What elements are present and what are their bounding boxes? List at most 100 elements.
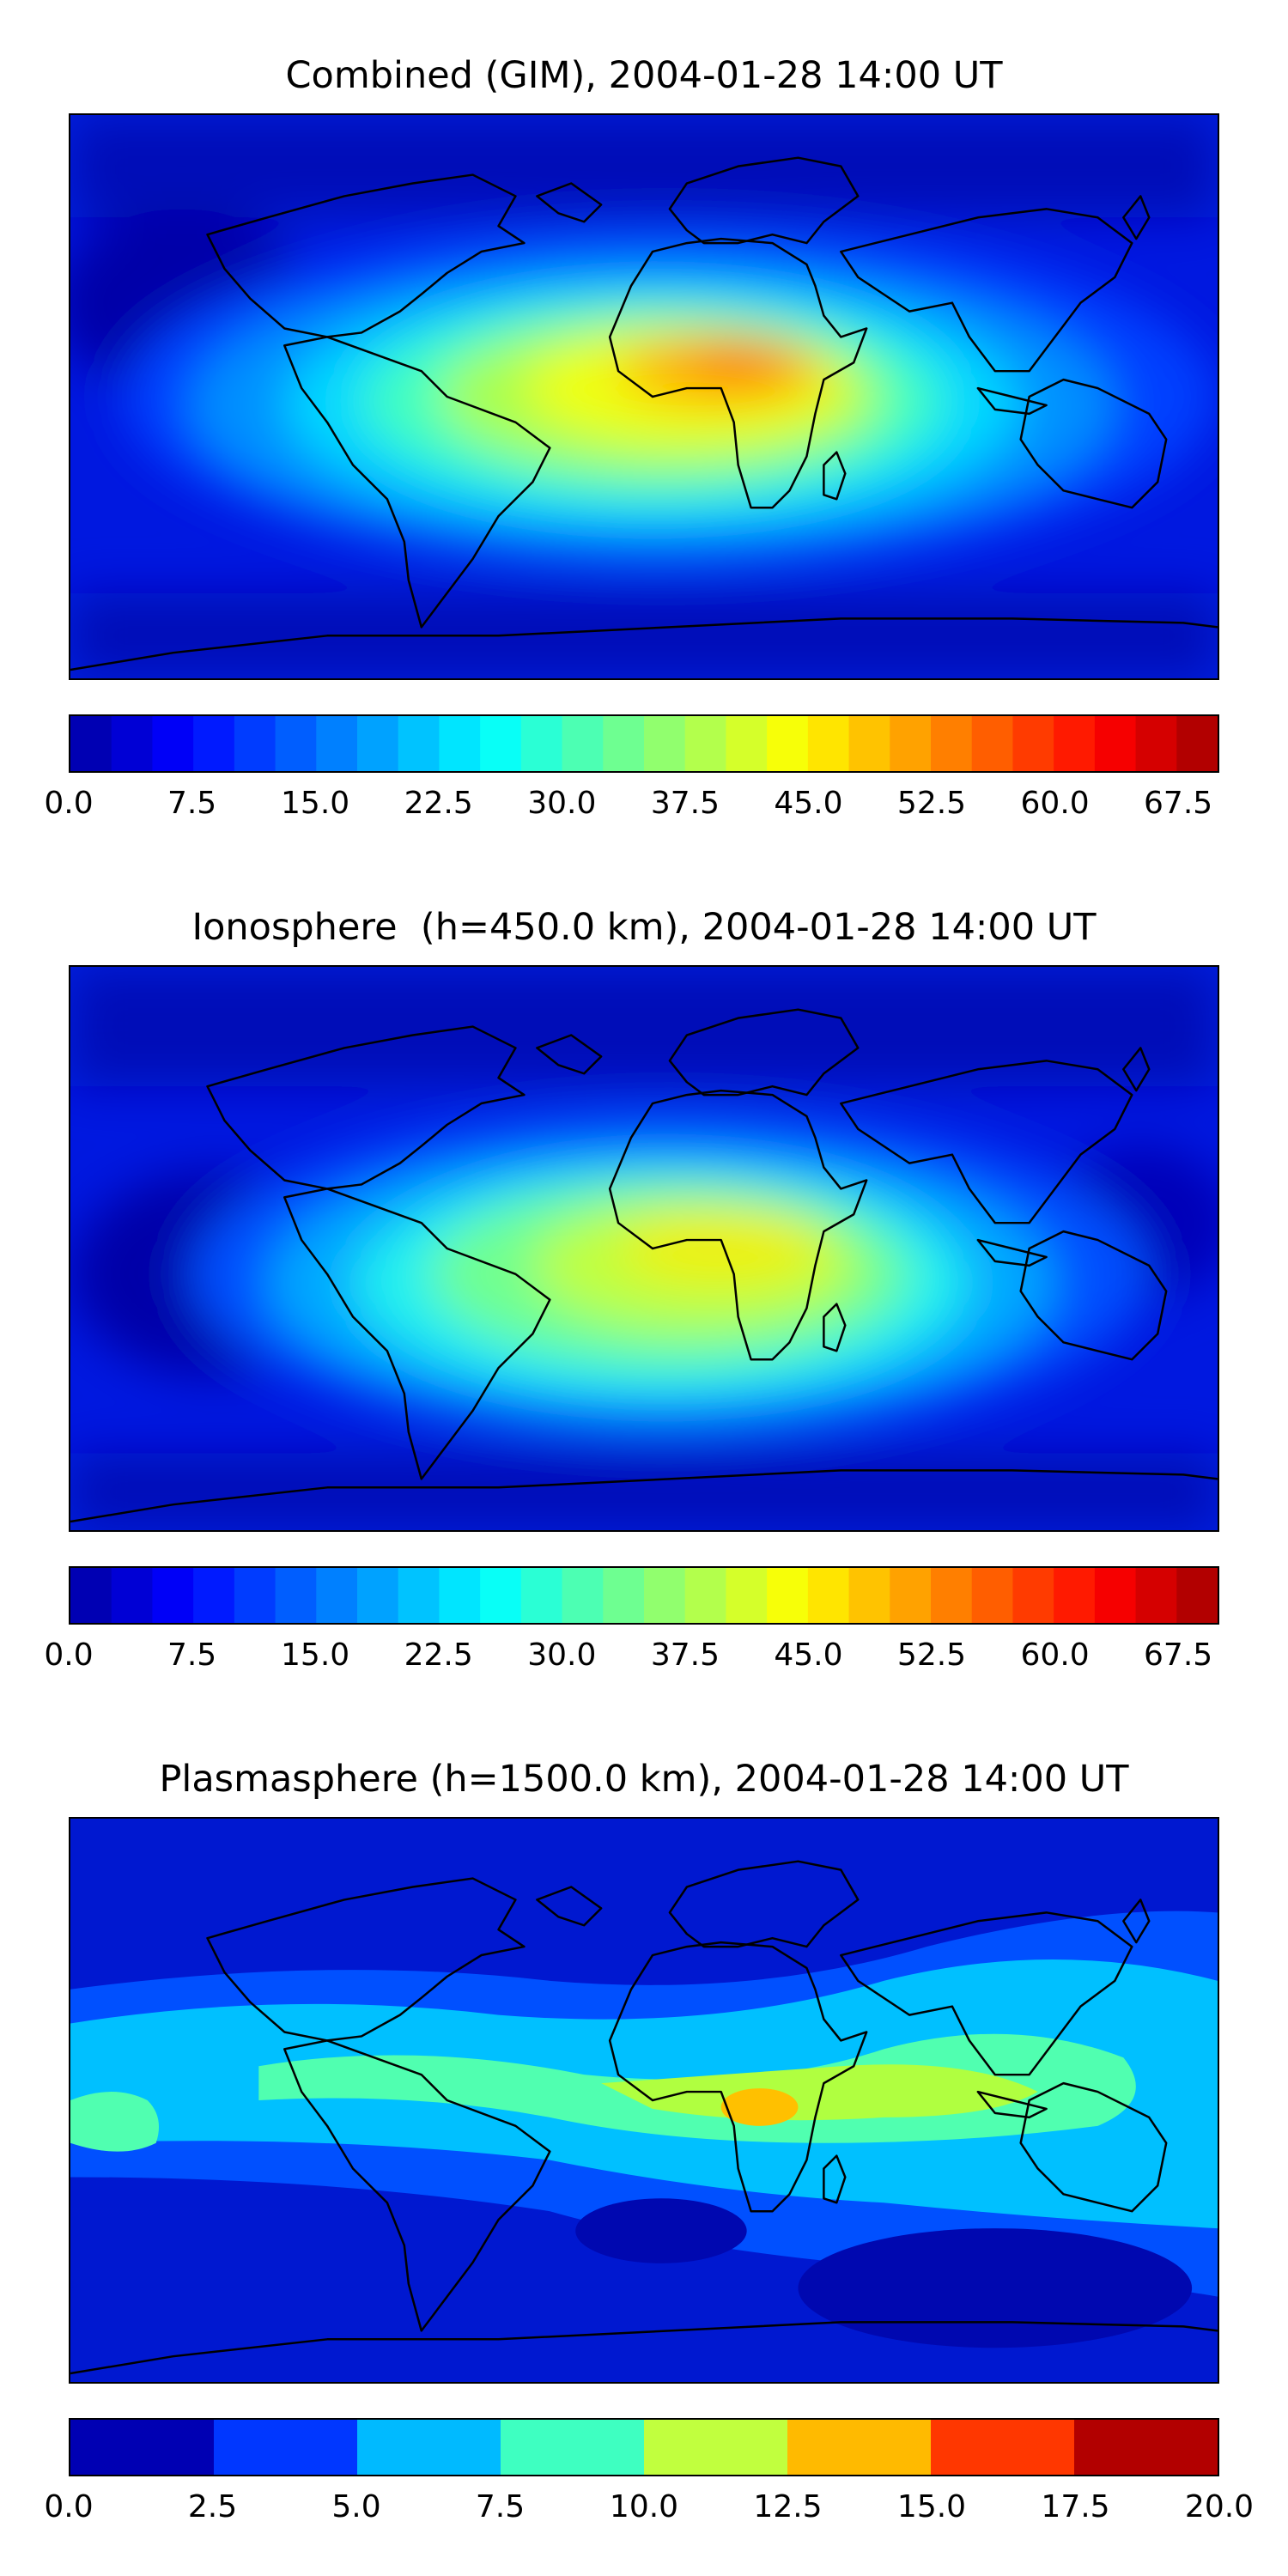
cbar3-tick: 7.5 [475, 2489, 526, 2524]
colorbar-swatch [316, 1568, 358, 1623]
colorbar-swatch [398, 1568, 440, 1623]
colorbar-swatch [193, 716, 235, 771]
cbar2-tick: 60.0 [1020, 1637, 1090, 1673]
colorbar-swatch [234, 716, 276, 771]
combined-tec-map [69, 113, 1219, 680]
colorbar-swatch [1054, 1568, 1096, 1623]
colorbar-swatch [848, 1568, 890, 1623]
cbar1-tick: 67.5 [1144, 786, 1213, 821]
colorbar-swatch [1094, 1568, 1137, 1623]
colorbar-swatch [70, 1568, 112, 1623]
colorbar-swatch [1135, 1568, 1177, 1623]
colorbar-swatch [603, 716, 645, 771]
cbar2-tick: 45.0 [774, 1637, 843, 1673]
colorbar-swatch [152, 716, 194, 771]
colorbar-swatch [70, 2420, 215, 2475]
colorbar-swatch [234, 1568, 276, 1623]
colorbar-swatch [603, 1568, 645, 1623]
cbar1-tick: 22.5 [404, 786, 473, 821]
colorbar-swatch [807, 1568, 850, 1623]
colorbar-swatch [1012, 716, 1054, 771]
panel-1-title: Combined (GIM), 2004-01-28 14:00 UT [285, 54, 1003, 97]
colorbar-swatch [111, 1568, 154, 1623]
cbar2-tick: 22.5 [404, 1637, 473, 1673]
colorbar-swatch [890, 1568, 932, 1623]
cbar3-tick: 17.5 [1041, 2489, 1110, 2524]
panel-3-title: Plasmasphere (h=1500.0 km), 2004-01-28 1… [159, 1758, 1129, 1801]
colorbar-swatch [644, 716, 686, 771]
colorbar-swatch [787, 2420, 932, 2475]
cbar2-tick: 7.5 [167, 1637, 217, 1673]
combined-colorbar-ticks: 0.0 7.5 15.0 22.5 30.0 37.5 45.0 52.5 60… [0, 773, 1288, 824]
colorbar-swatch [357, 716, 399, 771]
colorbar-swatch [767, 716, 809, 771]
colorbar-swatch [1074, 2420, 1218, 2475]
colorbar-swatch [767, 1568, 809, 1623]
colorbar-swatch [275, 716, 317, 771]
coastlines [70, 1008, 1218, 1523]
colorbar-swatch [890, 716, 932, 771]
combined-colorbar [69, 714, 1219, 773]
colorbar-swatch [1176, 716, 1218, 771]
colorbar-swatch [848, 716, 890, 771]
colorbar-swatch [644, 2420, 788, 2475]
colorbar-swatch [357, 2420, 501, 2475]
colorbar-swatch [439, 716, 481, 771]
cbar1-tick: 15.0 [281, 786, 350, 821]
cbar2-tick: 30.0 [527, 1637, 597, 1673]
cbar1-tick: 7.5 [167, 786, 217, 821]
colorbar-swatch [1094, 716, 1137, 771]
cbar2-tick: 0.0 [44, 1637, 94, 1673]
cbar1-tick: 37.5 [650, 786, 720, 821]
colorbar-swatch [111, 716, 154, 771]
plasmasphere-colorbar-ticks: 0.0 2.5 5.0 7.5 10.0 12.5 15.0 17.5 20.0 [0, 2476, 1288, 2528]
colorbar-swatch [644, 1568, 686, 1623]
colorbar-swatch [726, 716, 768, 771]
colorbar-swatch [316, 716, 358, 771]
panel-2-title: Ionosphere (h=450.0 km), 2004-01-28 14:0… [191, 906, 1097, 949]
colorbar-swatch [520, 716, 563, 771]
cbar3-tick: 0.0 [44, 2489, 94, 2524]
colorbar-swatch [971, 716, 1014, 771]
colorbar-swatch [398, 716, 440, 771]
colorbar-swatch [1012, 1568, 1054, 1623]
cbar1-tick: 52.5 [896, 786, 967, 821]
cbar3-tick: 20.0 [1184, 2489, 1255, 2524]
colorbar-swatch [931, 2420, 1075, 2475]
ionosphere-tec-map [69, 965, 1219, 1532]
colorbar-swatch [684, 1568, 727, 1623]
cbar2-tick: 15.0 [281, 1637, 350, 1673]
colorbar-swatch [1054, 716, 1096, 771]
cbar1-tick: 0.0 [44, 786, 94, 821]
colorbar-swatch [275, 1568, 317, 1623]
colorbar-swatch [684, 716, 727, 771]
ionosphere-colorbar [69, 1566, 1219, 1625]
colorbar-swatch [357, 1568, 399, 1623]
cbar3-tick: 12.5 [753, 2489, 823, 2524]
colorbar-swatch [1135, 716, 1177, 771]
colorbar-swatch [214, 2420, 358, 2475]
cbar2-tick: 67.5 [1144, 1637, 1213, 1673]
cbar1-tick: 60.0 [1020, 786, 1090, 821]
colorbar-swatch [193, 1568, 235, 1623]
cbar3-tick: 2.5 [187, 2489, 238, 2524]
colorbar-swatch [1176, 1568, 1218, 1623]
colorbar-swatch [562, 716, 604, 771]
cbar2-tick: 37.5 [650, 1637, 720, 1673]
coastlines [70, 1860, 1218, 2375]
cbar2-tick: 52.5 [896, 1637, 967, 1673]
plasmasphere-tec-map [69, 1817, 1219, 2384]
cbar1-tick: 30.0 [527, 786, 597, 821]
plasmasphere-colorbar [69, 2418, 1219, 2476]
colorbar-swatch [480, 716, 522, 771]
colorbar-swatch [726, 1568, 768, 1623]
cbar3-tick: 15.0 [896, 2489, 967, 2524]
colorbar-swatch [562, 1568, 604, 1623]
colorbar-swatch [439, 1568, 481, 1623]
cbar3-tick: 10.0 [609, 2489, 679, 2524]
colorbar-swatch [501, 2420, 645, 2475]
colorbar-swatch [480, 1568, 522, 1623]
colorbar-swatch [520, 1568, 563, 1623]
colorbar-swatch [931, 716, 973, 771]
colorbar-swatch [931, 1568, 973, 1623]
